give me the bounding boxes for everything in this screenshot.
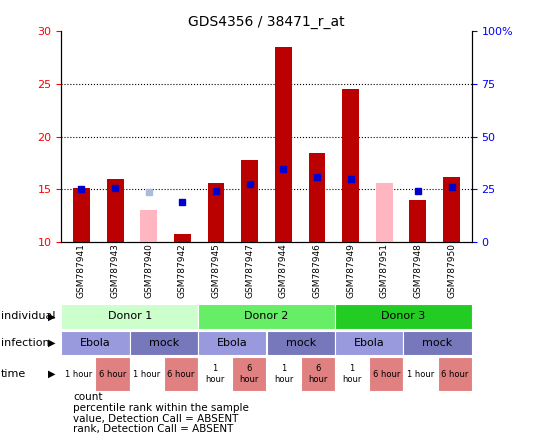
Text: mock: mock: [422, 338, 453, 348]
Bar: [130, 331, 198, 355]
Text: rank, Detection Call = ABSENT: rank, Detection Call = ABSENT: [73, 424, 233, 434]
Text: ▶: ▶: [48, 338, 55, 348]
Text: 6 hour: 6 hour: [373, 369, 400, 379]
Bar: [443, 177, 460, 242]
Text: ▶: ▶: [48, 311, 55, 321]
Bar: [198, 304, 335, 329]
Bar: [208, 183, 224, 242]
Text: 1 hour: 1 hour: [133, 369, 160, 379]
Bar: [309, 154, 325, 242]
Bar: [403, 331, 472, 355]
Bar: [61, 331, 130, 355]
Bar: [140, 210, 157, 242]
Text: 1
hour: 1 hour: [274, 365, 293, 384]
Text: Ebola: Ebola: [217, 338, 248, 348]
Bar: [376, 183, 393, 242]
Text: 6
hour: 6 hour: [308, 365, 327, 384]
Text: 6 hour: 6 hour: [167, 369, 195, 379]
Text: Ebola: Ebola: [354, 338, 384, 348]
Text: 1
hour: 1 hour: [342, 365, 362, 384]
Bar: [198, 357, 232, 391]
Bar: [403, 357, 438, 391]
Bar: [369, 357, 403, 391]
Text: 1 hour: 1 hour: [65, 369, 92, 379]
Text: mock: mock: [286, 338, 316, 348]
Text: Donor 3: Donor 3: [381, 311, 425, 321]
Text: 6 hour: 6 hour: [441, 369, 469, 379]
Text: ▶: ▶: [48, 369, 55, 379]
Text: time: time: [1, 369, 26, 379]
Bar: [438, 357, 472, 391]
Text: value, Detection Call = ABSENT: value, Detection Call = ABSENT: [73, 414, 238, 424]
Text: mock: mock: [149, 338, 179, 348]
Bar: [409, 200, 426, 242]
Text: count: count: [73, 392, 102, 402]
Bar: [61, 357, 95, 391]
Text: infection: infection: [1, 338, 49, 348]
Bar: [266, 331, 335, 355]
Bar: [61, 304, 198, 329]
Text: Donor 2: Donor 2: [244, 311, 289, 321]
Text: percentile rank within the sample: percentile rank within the sample: [73, 403, 249, 413]
Bar: [95, 357, 130, 391]
Text: Ebola: Ebola: [80, 338, 111, 348]
Bar: [266, 357, 301, 391]
Bar: [130, 357, 164, 391]
Bar: [164, 357, 198, 391]
Title: GDS4356 / 38471_r_at: GDS4356 / 38471_r_at: [188, 15, 345, 29]
Text: 1 hour: 1 hour: [407, 369, 434, 379]
Bar: [335, 357, 369, 391]
Bar: [335, 331, 403, 355]
Bar: [335, 304, 472, 329]
Text: 1
hour: 1 hour: [206, 365, 225, 384]
Bar: [107, 179, 124, 242]
Bar: [301, 357, 335, 391]
Bar: [174, 234, 191, 242]
Bar: [275, 47, 292, 242]
Bar: [73, 188, 90, 242]
Bar: [342, 89, 359, 242]
Text: 6
hour: 6 hour: [240, 365, 259, 384]
Bar: [241, 160, 258, 242]
Text: 6 hour: 6 hour: [99, 369, 126, 379]
Bar: [232, 357, 266, 391]
Bar: [198, 331, 266, 355]
Text: Donor 1: Donor 1: [108, 311, 152, 321]
Text: individual: individual: [1, 311, 55, 321]
